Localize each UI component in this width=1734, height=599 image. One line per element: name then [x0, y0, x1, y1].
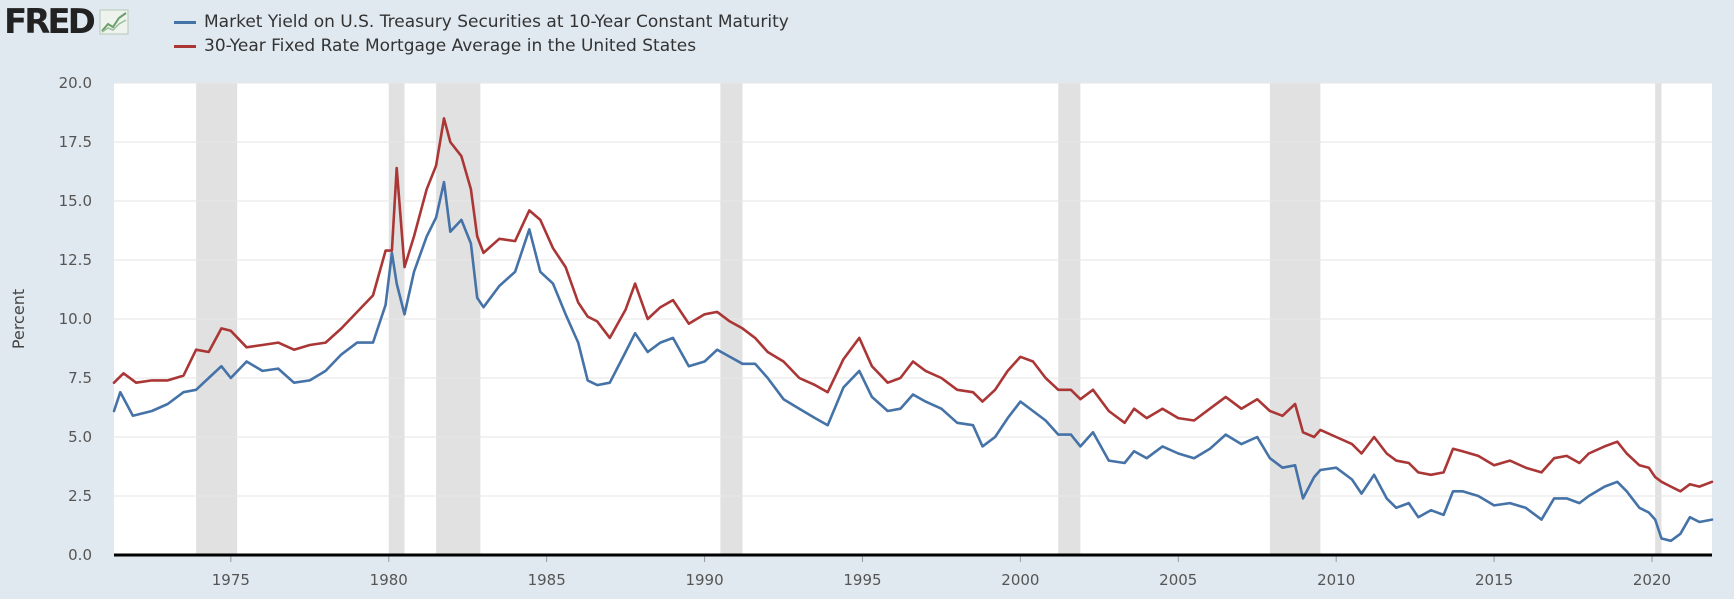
- legend-label-mortgage: 30-Year Fixed Rate Mortgage Average in t…: [204, 36, 697, 56]
- graph-icon: [99, 9, 129, 35]
- legend-label-treasury: Market Yield on U.S. Treasury Securities…: [204, 12, 789, 32]
- fred-logo[interactable]: FRED: [4, 2, 129, 42]
- x-tick-label: 1985: [528, 571, 566, 589]
- y-tick-label: 2.5: [68, 487, 92, 505]
- y-tick-label: 0.0: [68, 546, 92, 564]
- x-tick-label: 2010: [1317, 571, 1355, 589]
- y-tick-label: 5.0: [68, 428, 92, 446]
- series-line-0[interactable]: [112, 180, 1714, 543]
- legend-swatch-mortgage: [174, 44, 196, 48]
- y-tick-label: 10.0: [59, 310, 92, 328]
- x-tick-label: 2015: [1475, 571, 1513, 589]
- y-tick-label: 20.0: [59, 74, 92, 92]
- x-tick-label: 1995: [843, 571, 881, 589]
- x-tick-label: 1990: [685, 571, 723, 589]
- x-tick-label: 2000: [1001, 571, 1039, 589]
- x-tick-label: 1975: [212, 571, 250, 589]
- y-tick-label: 7.5: [68, 369, 92, 387]
- x-tick-label: 1980: [370, 571, 408, 589]
- x-tick-label: 2005: [1159, 571, 1197, 589]
- y-axis-title: Percent: [9, 289, 28, 349]
- grid-lines: [114, 82, 1712, 497]
- y-tick-label: 12.5: [59, 251, 92, 269]
- y-tick-label: 17.5: [59, 133, 92, 151]
- legend-swatch-treasury: [174, 20, 196, 24]
- chart-legend: Market Yield on U.S. Treasury Securities…: [174, 10, 789, 58]
- x-tick-label: 2020: [1633, 571, 1671, 589]
- series-lines: [112, 117, 1714, 543]
- y-tick-label: 15.0: [59, 192, 92, 210]
- fred-wordmark: FRED: [4, 2, 96, 42]
- legend-item-treasury-10y[interactable]: Market Yield on U.S. Treasury Securities…: [174, 10, 789, 34]
- series-line-1[interactable]: [112, 117, 1714, 493]
- legend-item-mortgage-30y[interactable]: 30-Year Fixed Rate Mortgage Average in t…: [174, 34, 789, 58]
- axes: 0.0 2.5 5.0 7.5 10.0 12.5 15.0 17.5 20.0 1975 1980…: [59, 74, 1712, 589]
